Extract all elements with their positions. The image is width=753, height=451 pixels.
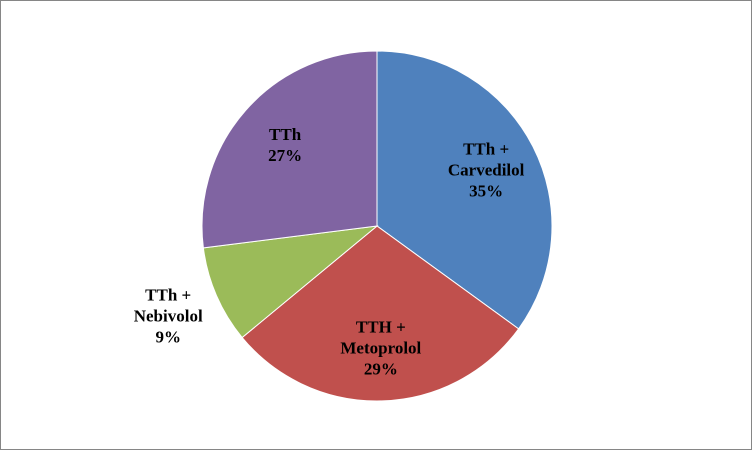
pie-slice [201,50,378,249]
pie-slice [241,225,520,402]
slice-category: TTh + Carvedilol [447,139,525,180]
pie-slice [202,225,379,339]
slice-label: TTh + Carvedilol 35% [432,139,540,202]
slice-category: TTH + Metoprolol [340,317,422,358]
slice-label: TTh + Nebivolol 9% [114,285,222,348]
pie-slice [376,50,553,330]
slice-category: TTh [269,124,302,144]
slice-value: 29% [363,359,398,379]
slice-value: 35% [469,181,504,201]
slice-label: TTH + Metoprolol 29% [327,317,435,380]
slice-value: 9% [155,327,181,347]
slice-value: 27% [268,145,303,165]
slice-label: TTh 27% [231,124,339,166]
slice-category: TTh + Nebivolol [133,285,203,326]
